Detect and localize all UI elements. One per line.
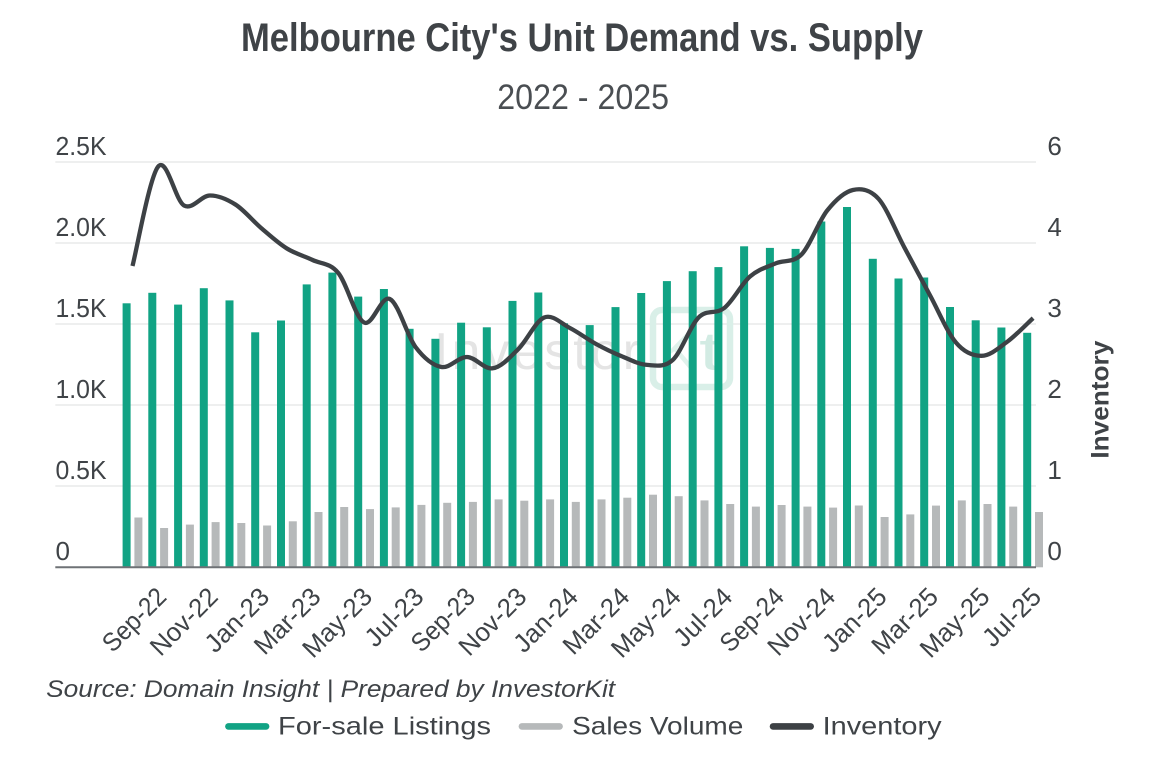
svg-text:1: 1: [1047, 455, 1061, 485]
svg-text:2.5K: 2.5K: [56, 131, 108, 161]
svg-text:For-sale Listings: For-sale Listings: [278, 713, 491, 741]
svg-text:Inventory: Inventory: [1087, 341, 1115, 459]
svg-text:0.5K: 0.5K: [56, 455, 108, 485]
svg-text:1.5K: 1.5K: [56, 293, 108, 323]
svg-text:0: 0: [56, 536, 70, 566]
svg-text:0: 0: [1047, 536, 1061, 566]
svg-text:3: 3: [1047, 293, 1061, 323]
svg-text:1.0K: 1.0K: [56, 374, 108, 404]
svg-text:Source: Domain Insight | Prepa: Source: Domain Insight | Prepared by Inv…: [46, 676, 616, 703]
svg-text:Inventory: Inventory: [823, 713, 943, 741]
svg-text:2.0K: 2.0K: [56, 212, 108, 242]
svg-text:2: 2: [1047, 374, 1061, 404]
svg-text:4: 4: [1047, 212, 1061, 242]
svg-text:Melbourne City's Unit Demand v: Melbourne City's Unit Demand vs. Supply: [241, 16, 924, 60]
svg-text:2022 - 2025: 2022 - 2025: [497, 78, 669, 117]
svg-text:6: 6: [1047, 131, 1061, 161]
svg-text:Sales Volume: Sales Volume: [572, 713, 743, 741]
